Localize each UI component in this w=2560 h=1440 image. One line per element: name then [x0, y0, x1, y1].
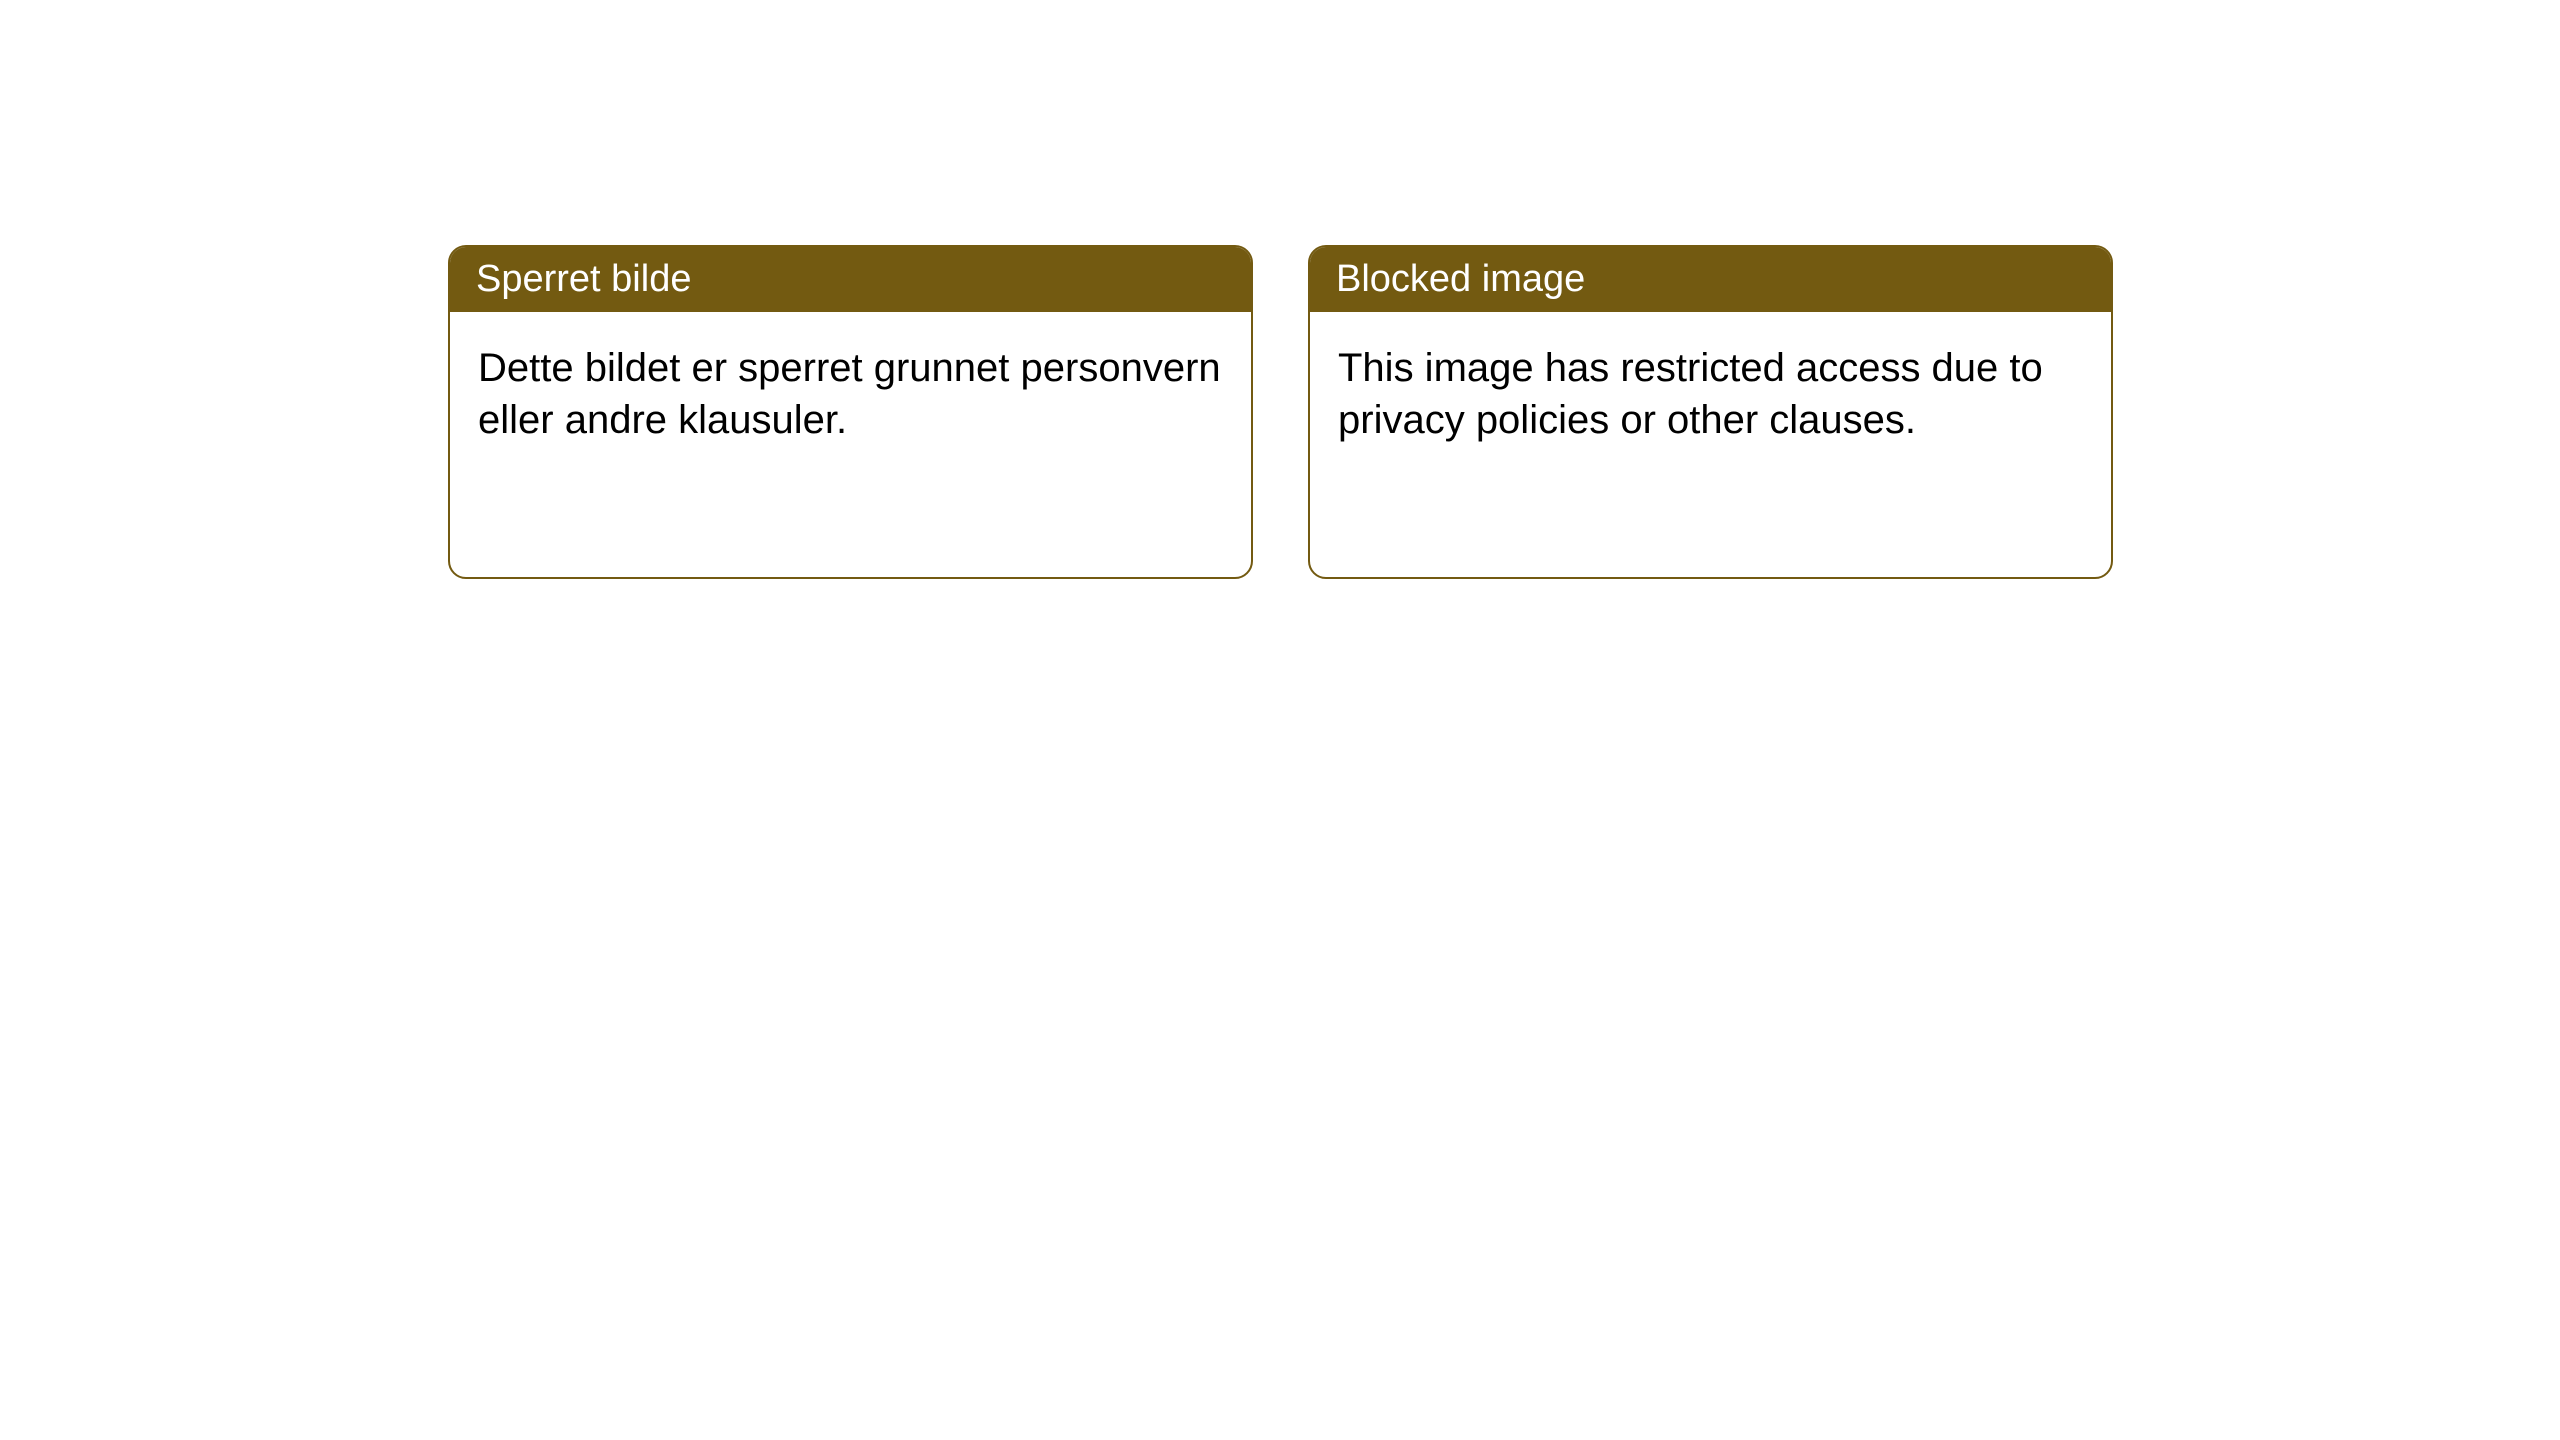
notice-card-body: This image has restricted access due to …	[1310, 312, 2111, 577]
notice-cards-container: Sperret bilde Dette bildet er sperret gr…	[0, 0, 2560, 579]
notice-card-english: Blocked image This image has restricted …	[1308, 245, 2113, 579]
notice-card-title: Blocked image	[1310, 247, 2111, 312]
notice-card-norwegian: Sperret bilde Dette bildet er sperret gr…	[448, 245, 1253, 579]
notice-card-body: Dette bildet er sperret grunnet personve…	[450, 312, 1251, 577]
notice-card-title: Sperret bilde	[450, 247, 1251, 312]
